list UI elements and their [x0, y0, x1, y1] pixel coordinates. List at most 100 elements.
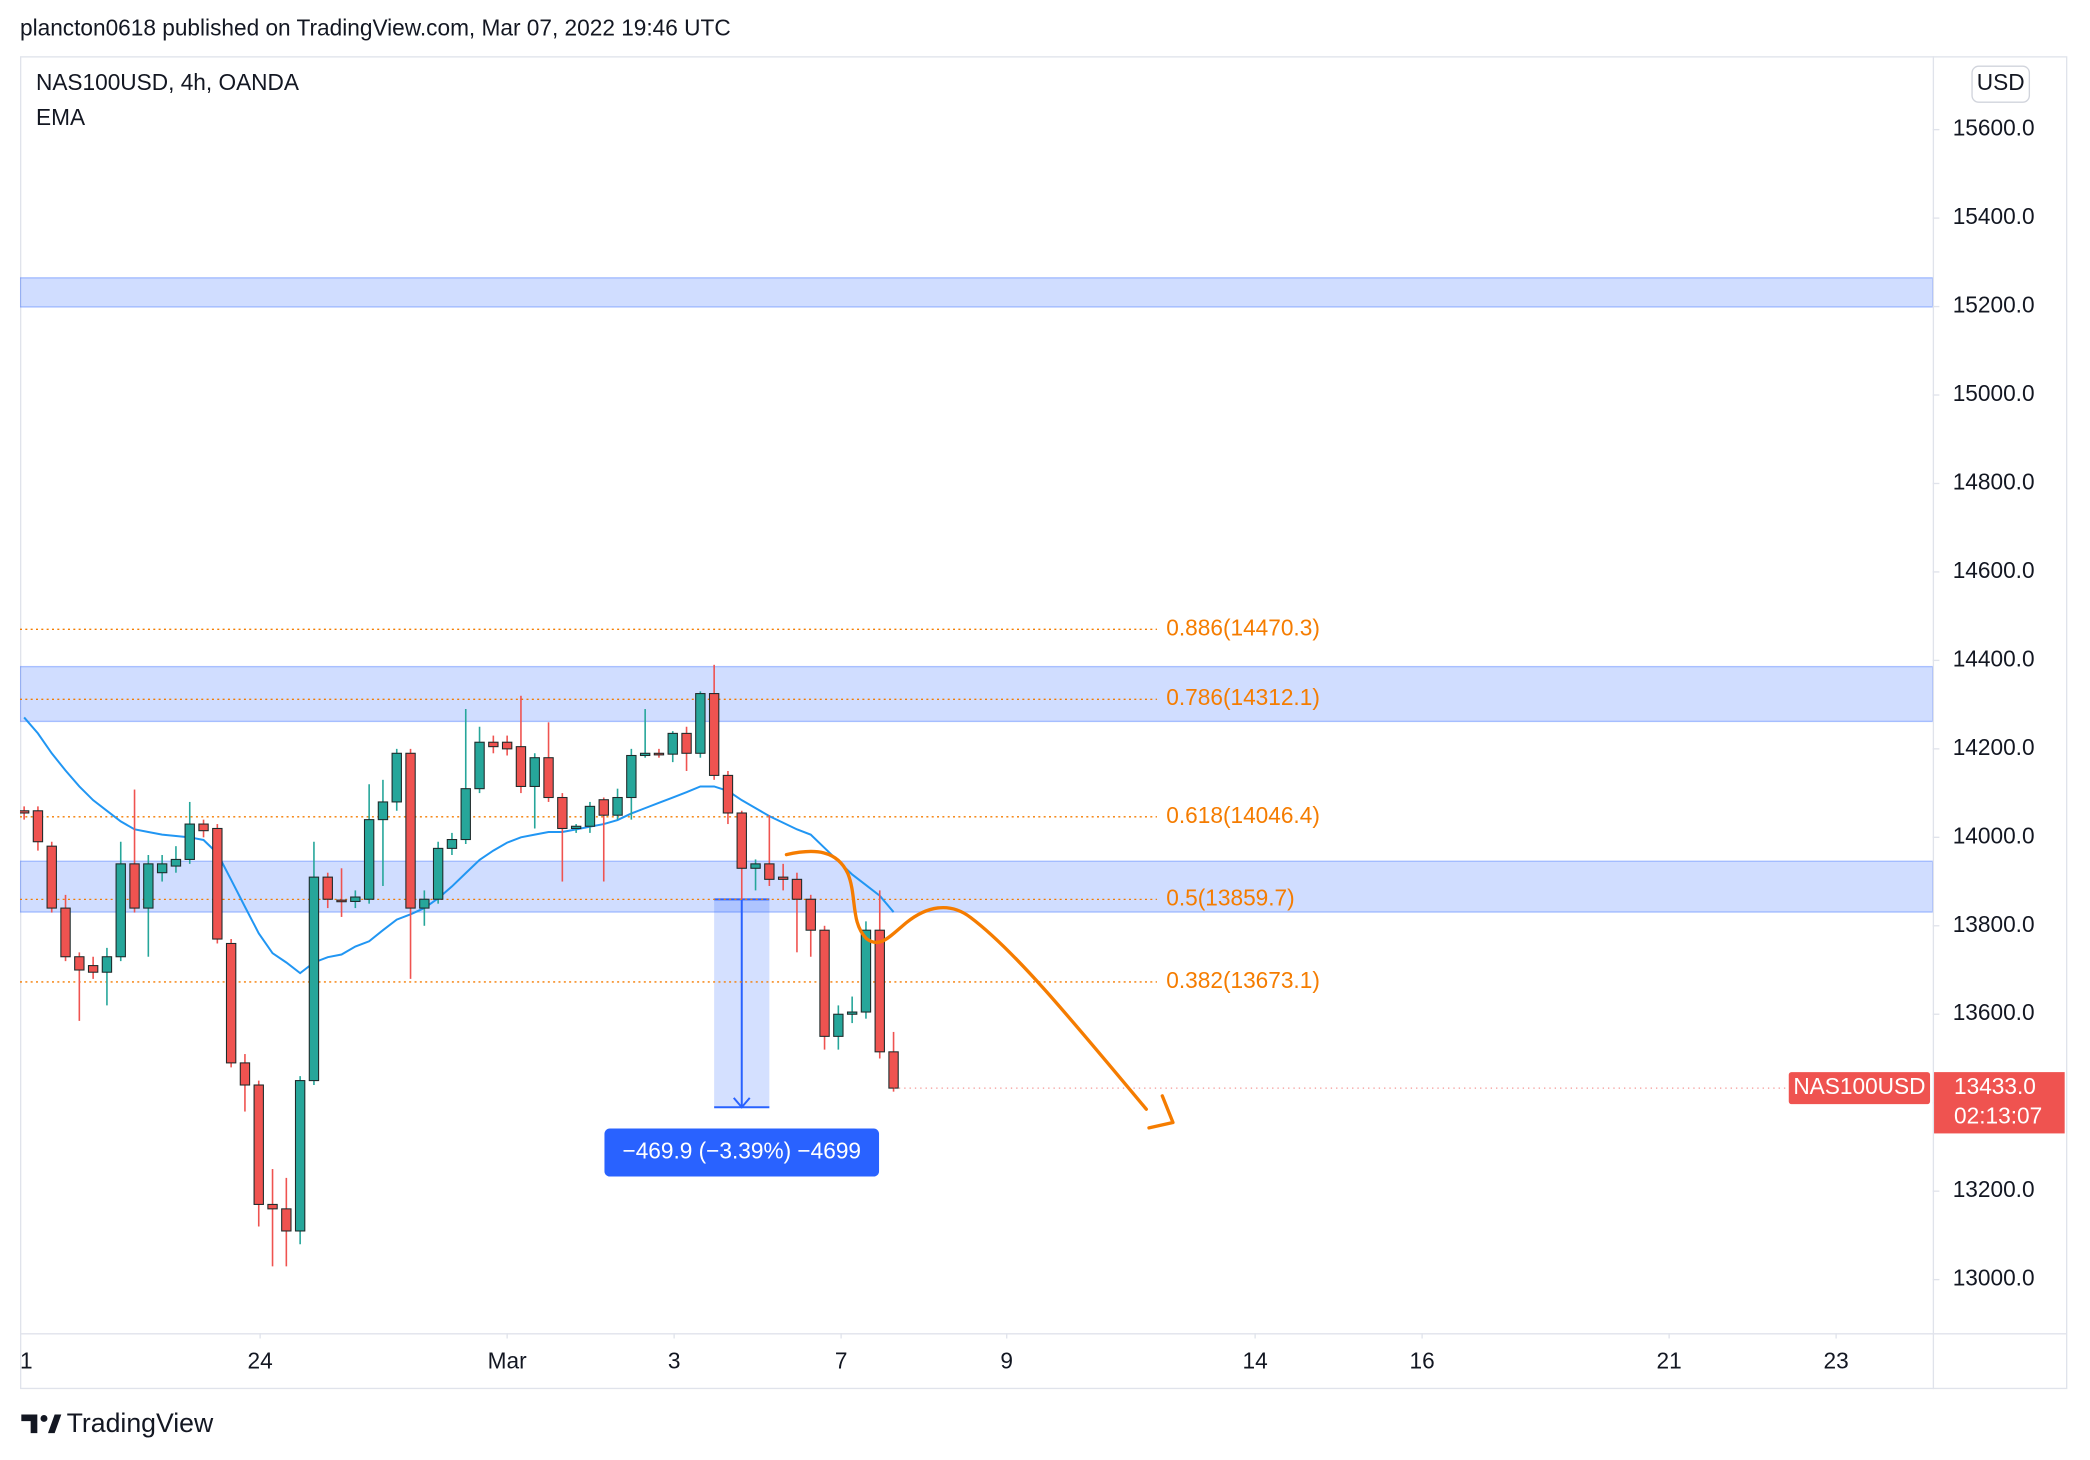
candle-body: [612, 796, 623, 816]
y-tick-label: 13600.0: [1953, 999, 2035, 1025]
candle-body: [336, 899, 347, 903]
x-tick-label: 21: [1657, 1347, 1682, 1373]
last-price-box: [1934, 1072, 2065, 1134]
candle-body: [322, 876, 333, 900]
zone: [19, 277, 1933, 308]
candle-body: [681, 732, 692, 754]
candle-body: [143, 863, 154, 909]
candle-body: [239, 1062, 251, 1086]
logo-slash: [47, 1414, 62, 1434]
candle-body: [32, 810, 44, 843]
candle-body: [667, 732, 678, 755]
candle-body: [377, 801, 389, 821]
candle-body: [860, 929, 872, 1013]
candle-body: [570, 825, 582, 830]
candle-body: [639, 752, 651, 757]
candle-body: [129, 863, 140, 909]
last-price-label: 13433.0: [1954, 1073, 2036, 1099]
candle-body: [87, 965, 99, 973]
symbol-tag: NAS100USD: [1793, 1073, 1925, 1099]
candle-body: [488, 741, 499, 748]
candle-body: [115, 863, 126, 958]
x-tick-label: 7: [835, 1347, 848, 1373]
countdown: 02:13:07: [1954, 1102, 2042, 1128]
currency[interactable]: USD: [1977, 69, 2025, 95]
y-tick-label: 14400.0: [1953, 645, 2035, 671]
fib-label: 0.886(14470.3): [1166, 614, 1320, 640]
frame: [19, 56, 2068, 1390]
fib-label: 0.382(13673.1): [1166, 967, 1320, 993]
candle-body: [750, 863, 761, 869]
candle-body: [170, 858, 182, 867]
y-tick-label: 13000.0: [1953, 1265, 2035, 1291]
candle-body: [501, 741, 513, 750]
x-tick-label: 9: [1000, 1347, 1013, 1373]
candle-body: [363, 819, 375, 900]
candle-body: [281, 1208, 292, 1232]
candle-body: [350, 896, 361, 902]
y-tick-label: 13800.0: [1953, 911, 2035, 937]
candle-body: [653, 752, 665, 756]
candle-body: [267, 1203, 278, 1210]
brand-logo: [21, 1414, 62, 1434]
candle-body: [777, 876, 789, 880]
symbol-line: NAS100USD, 4h, OANDA: [36, 69, 300, 95]
candle-body: [874, 929, 885, 1053]
candle-body: [529, 757, 540, 787]
candle-body: [791, 878, 803, 900]
x-tick-label: 24: [248, 1347, 273, 1373]
candle-body: [294, 1080, 306, 1232]
y-tick-label: 15200.0: [1953, 292, 2035, 318]
y-tick-label: 15000.0: [1953, 380, 2035, 406]
candle-body: [722, 774, 734, 814]
candle-body: [846, 1011, 858, 1015]
x-tick-label: 16: [1410, 1347, 1435, 1373]
candle-body: [60, 907, 71, 958]
candle-body: [736, 812, 747, 869]
candle-body: [446, 838, 458, 849]
fib-label: 0.618(14046.4): [1166, 802, 1320, 828]
candle-body: [405, 752, 416, 909]
x-tick-label: 23: [1824, 1347, 1849, 1373]
zone: [19, 665, 1933, 723]
plot-area: [19, 277, 1933, 1267]
candle-body: [474, 741, 485, 790]
x-tick-label: 3: [668, 1347, 681, 1373]
x-tick-label: 21: [7, 1347, 32, 1373]
candle-body: [515, 746, 527, 787]
candle-body: [432, 847, 444, 900]
indicator-name: EMA: [36, 104, 86, 130]
candle-body: [19, 810, 30, 814]
candle-body: [101, 956, 113, 973]
candle-body: [225, 942, 237, 1064]
candle-body: [819, 929, 830, 1037]
candle-body: [805, 898, 816, 931]
ema-line: [23, 716, 895, 975]
fib-label: 0.5(13859.7): [1166, 884, 1294, 910]
candle-body: [460, 788, 471, 841]
candle-body: [198, 823, 209, 832]
y-tick-label: 13200.0: [1953, 1176, 2035, 1202]
candle-body: [626, 754, 637, 799]
candle-body: [833, 1013, 844, 1037]
measure-label-box: [604, 1128, 880, 1177]
candle-body: [708, 693, 720, 776]
candle-body: [695, 693, 706, 754]
candle-body: [74, 956, 85, 971]
brand: TradingView: [67, 1408, 214, 1438]
time-axis: 21 24 Mar 3 7 9 14 16 21 23: [7, 1333, 1849, 1373]
candle-body: [46, 845, 57, 909]
publish-header: plancton0618 published on TradingView.co…: [20, 15, 731, 41]
candle-body: [253, 1084, 264, 1205]
candle-body: [584, 805, 596, 827]
drawn-arrowhead: [1147, 1094, 1175, 1130]
candle-body: [888, 1051, 899, 1089]
candle-body: [598, 799, 609, 816]
logo-dot: [40, 1414, 48, 1422]
x-tick-label: Mar: [488, 1347, 527, 1373]
symbol-tag-box: [1788, 1072, 1931, 1105]
logo-mark: [21, 1414, 38, 1434]
currency-box[interactable]: [1971, 65, 2031, 103]
